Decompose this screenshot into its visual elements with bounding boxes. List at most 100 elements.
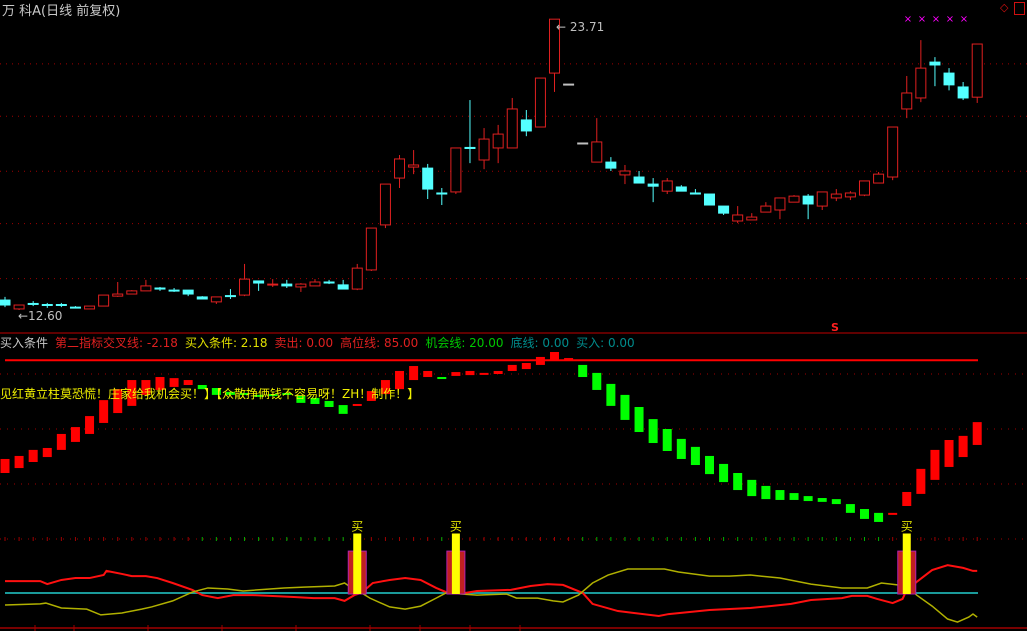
candle (802, 194, 814, 220)
candle-body (464, 146, 476, 149)
star-marker: × (932, 14, 940, 25)
candle (196, 296, 208, 300)
candle-body (196, 296, 208, 300)
indicator-bar (859, 509, 869, 519)
candle-body (887, 126, 899, 178)
candle-body (718, 205, 730, 214)
indicator-bar (409, 366, 419, 381)
candle-body (633, 176, 645, 184)
indicator-bar (944, 440, 954, 467)
indicator-bar (99, 400, 109, 423)
candle (774, 197, 786, 220)
candle-body (323, 281, 335, 284)
indicator-bar (817, 498, 827, 502)
candle-body (844, 192, 856, 198)
indicator-bar (578, 364, 588, 378)
indicator-bar (747, 479, 757, 497)
candle (633, 170, 645, 184)
candle-body (168, 289, 180, 292)
candle (689, 189, 701, 195)
candle-body (591, 141, 603, 163)
candle-body (577, 142, 589, 145)
candle-body (295, 283, 307, 288)
candle-body (873, 173, 885, 184)
candle (239, 263, 251, 297)
indicator-bar (352, 403, 362, 406)
star-marker: × (960, 14, 968, 25)
candle-body (915, 67, 927, 99)
candle (309, 279, 321, 287)
indicator-bar (831, 499, 841, 505)
indicator-slogan: 见红黄立柱莫恐慌！庄家给我机会买！】【众散挣俩钱不容易呀！ZH！制作！】 (0, 387, 420, 401)
indicator-bar (761, 485, 771, 500)
indicator-bar (465, 370, 475, 376)
candle (379, 183, 391, 229)
indicator-bar (423, 370, 433, 378)
candle (647, 178, 659, 203)
candle (394, 155, 406, 189)
candle-body (55, 304, 67, 307)
candle (464, 100, 476, 164)
legend-item: 买入条件: 2.18 (184, 336, 268, 350)
candle-body (365, 227, 377, 271)
indicator-bar (113, 389, 123, 414)
candle-body (281, 283, 293, 287)
candle-body (478, 138, 490, 161)
candle-body (732, 214, 744, 222)
indicator-bar (451, 372, 461, 376)
indicator-bar (634, 407, 644, 433)
candle-body (746, 216, 758, 221)
candle-body (563, 83, 575, 86)
candle (563, 83, 575, 86)
candle (98, 294, 110, 307)
candle-body (408, 164, 420, 168)
chart-title: 万 科A(日线 前复权) (2, 4, 121, 19)
indicator-bar (958, 435, 968, 458)
indicator-bar (874, 512, 884, 522)
candle (520, 110, 532, 137)
indicator-bar (0, 458, 10, 473)
window-toggle-icon[interactable] (1014, 2, 1025, 15)
indicator-bar (155, 377, 165, 390)
candle (549, 18, 561, 92)
candle (182, 289, 194, 297)
candle-body (830, 193, 842, 199)
candle (436, 188, 448, 206)
candle-body (84, 305, 96, 310)
candle-body (929, 61, 941, 66)
candle-body (619, 170, 631, 176)
candle (830, 189, 842, 202)
indicator-bar (479, 372, 489, 375)
star-marker: × (918, 14, 926, 25)
candle (365, 227, 377, 271)
candle (154, 286, 166, 291)
indicator-bar (14, 455, 24, 469)
yellow-signal-line (4, 568, 978, 623)
candle (492, 124, 504, 164)
candle (619, 164, 631, 185)
candle-body (422, 167, 434, 190)
candle (210, 296, 222, 304)
indicator-bar (775, 490, 785, 500)
candle-body (309, 281, 321, 287)
indicator-bar (916, 468, 926, 494)
indicator-bar (268, 394, 278, 397)
candle-body (549, 18, 561, 74)
candle-body (224, 295, 236, 298)
sell-marker: S (831, 321, 839, 334)
candle-body (788, 195, 800, 203)
diamond-icon[interactable]: ◇ (1000, 1, 1009, 14)
indicator-bar (803, 496, 813, 502)
candle-body (704, 193, 715, 206)
candle-body (647, 183, 659, 187)
candle-body (69, 306, 81, 309)
candle (971, 43, 983, 103)
buy-signal: 买 (347, 520, 367, 595)
candle (112, 281, 124, 297)
indicator-bar (211, 388, 221, 395)
candle (661, 178, 673, 195)
candle (478, 128, 490, 170)
candle-body (971, 43, 983, 98)
indicator-bar (324, 400, 334, 407)
